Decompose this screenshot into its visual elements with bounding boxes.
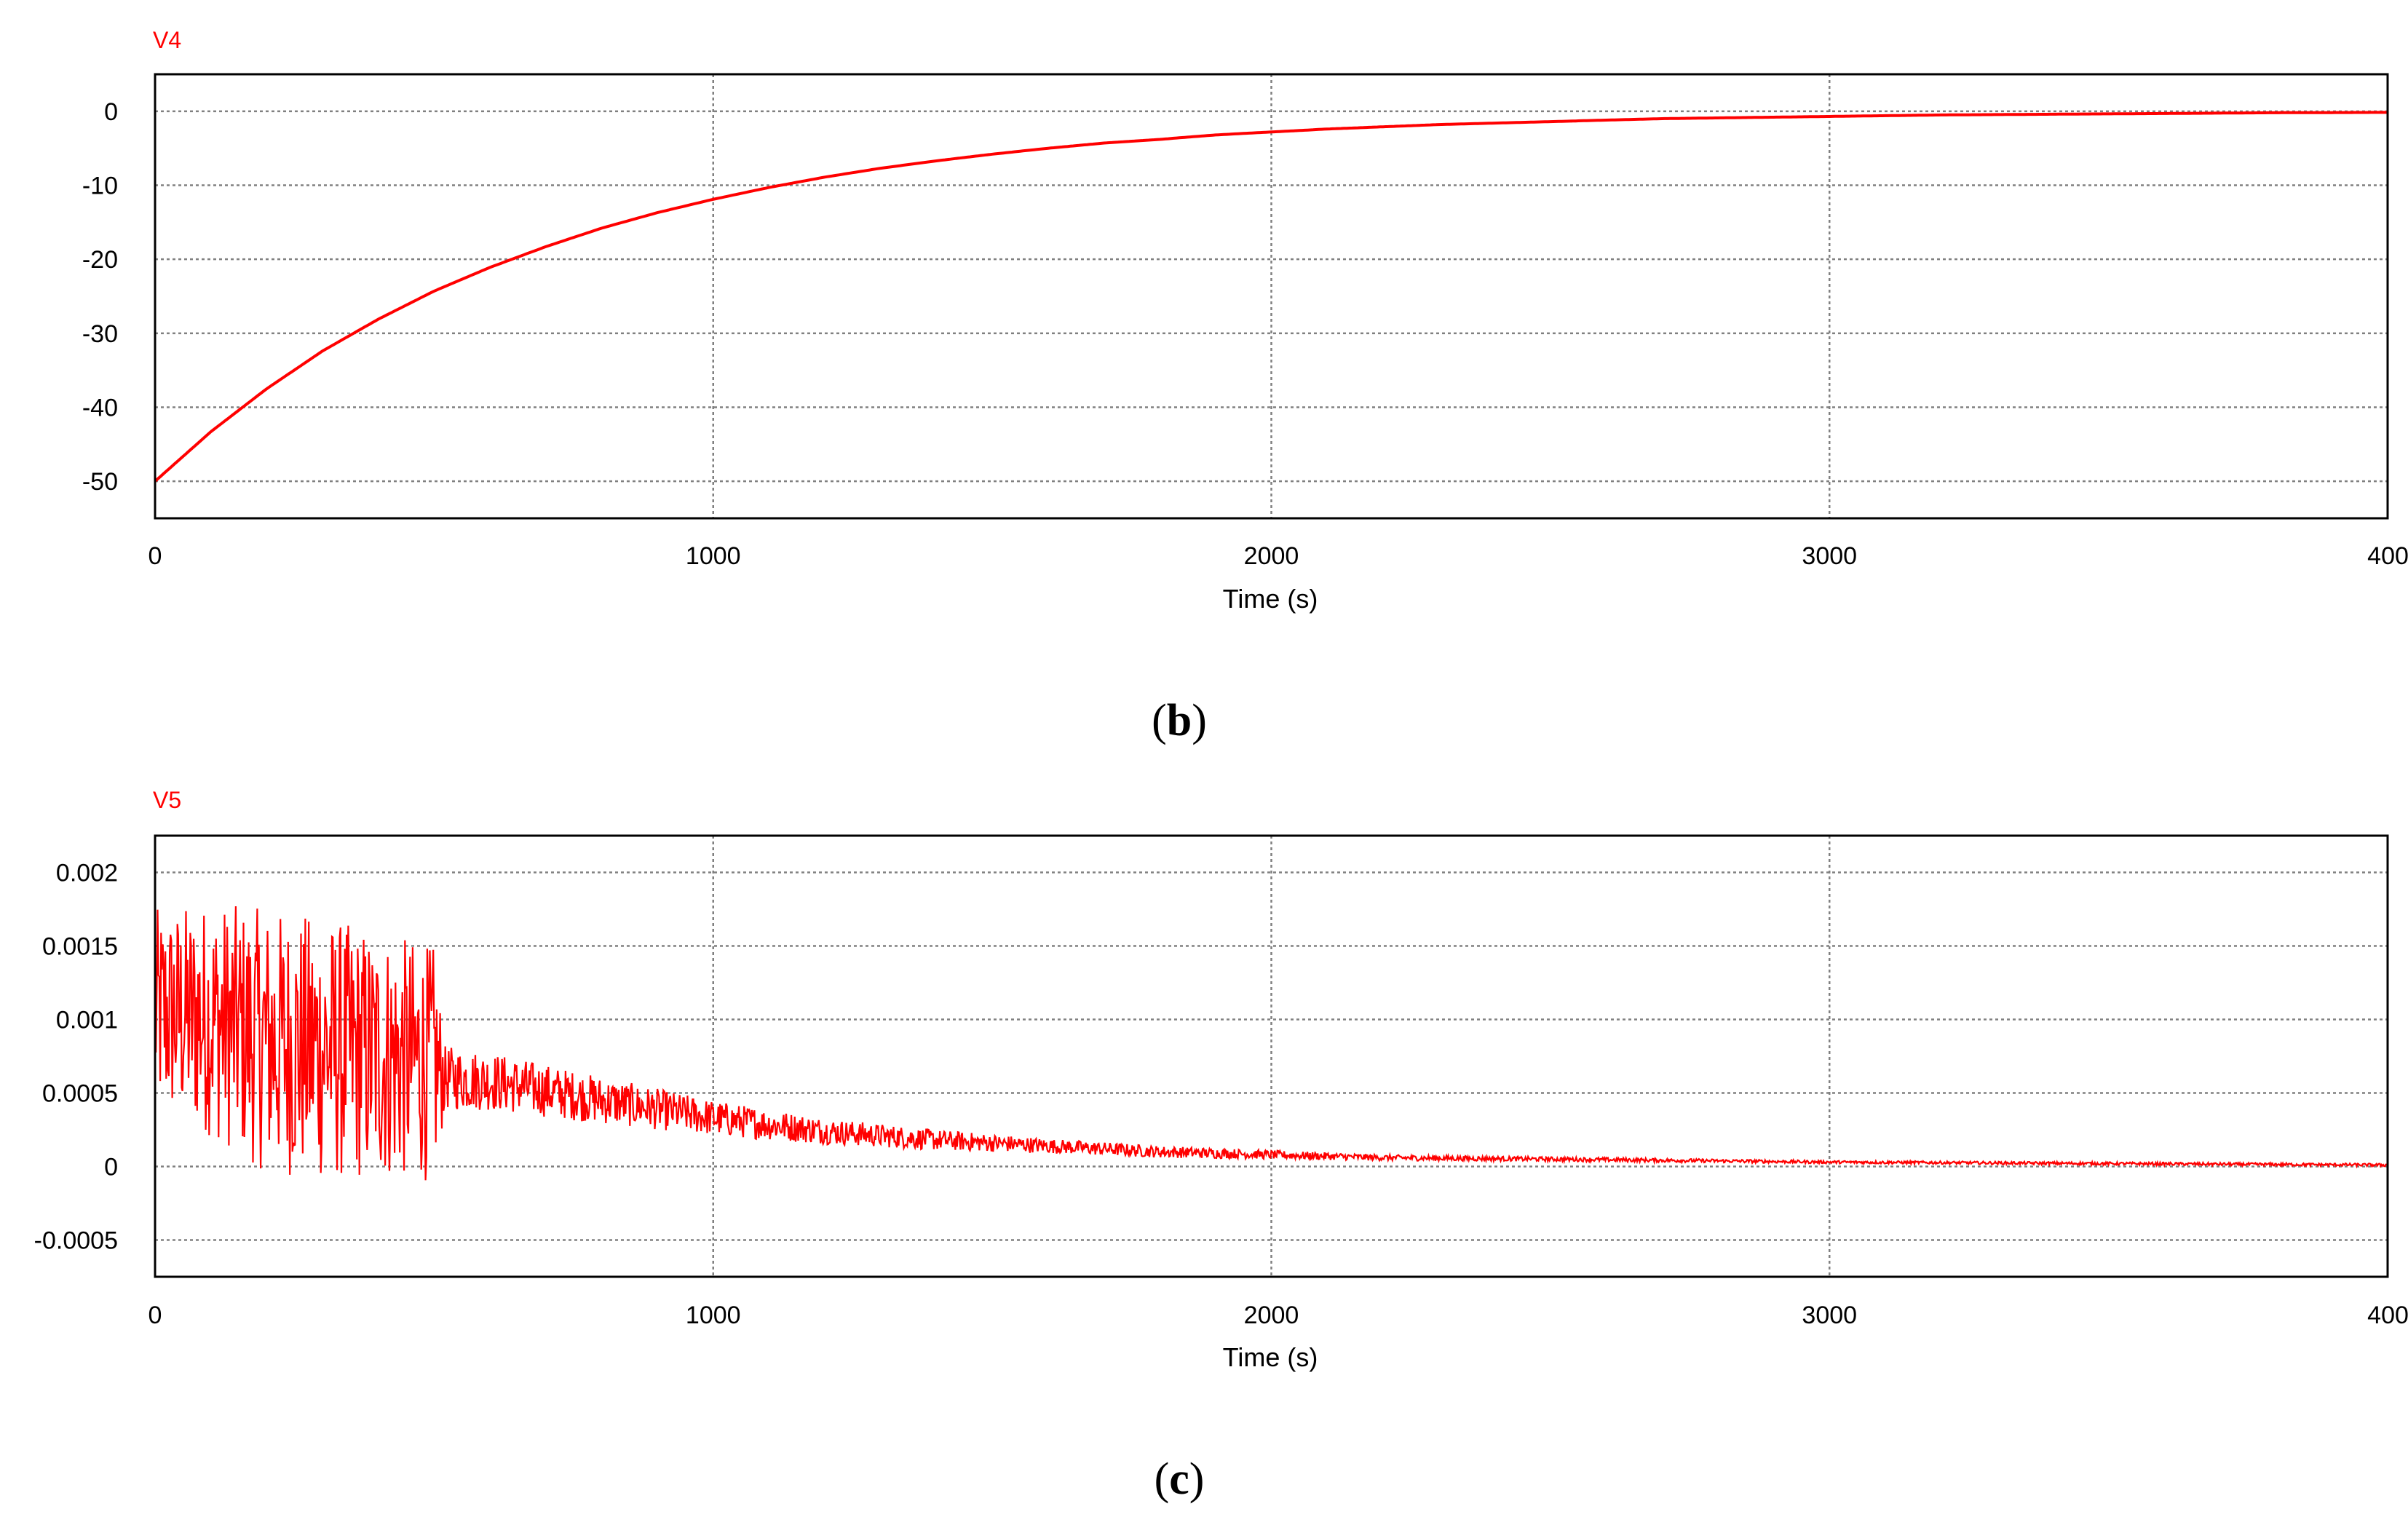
y-tick-label: 0 <box>104 98 118 126</box>
series-label-v4: V4 <box>153 27 181 53</box>
plot-frame <box>154 834 2389 1278</box>
y-tick-label: 0.002 <box>56 860 118 887</box>
series-label-v5: V5 <box>153 787 181 813</box>
chart-panel-c: V5 0.002 0.0015 0.001 0.0005 0 -0.0005 0 1000 2… <box>34 787 2408 1504</box>
y-tick-label: -40 <box>82 395 118 422</box>
x-tick-label: 3000 <box>1802 1302 1857 1329</box>
x-tick-label: 0 <box>148 542 162 570</box>
y-tick-label: 0.001 <box>56 1007 118 1034</box>
caption-letter: c <box>1169 1454 1189 1504</box>
x-tick-label: 1000 <box>686 542 741 570</box>
gridlines <box>155 74 2389 518</box>
y-tick-label: -20 <box>82 246 118 274</box>
y-tick-label: -50 <box>82 468 118 496</box>
y-tick-label: -30 <box>82 320 118 348</box>
y-tick-labels: 0.002 0.0015 0.001 0.0005 0 -0.0005 <box>34 860 118 1255</box>
y-tick-label: -0.0005 <box>34 1227 118 1255</box>
x-tick-label: 4000 <box>2367 1302 2408 1329</box>
x-tick-label: 2000 <box>1244 1302 1299 1329</box>
caption-letter: b <box>1167 696 1192 745</box>
series-line-v4 <box>154 111 2388 483</box>
x-tick-label: 2000 <box>1244 542 1299 570</box>
y-tick-label: 0 <box>104 1154 118 1181</box>
y-tick-label: -10 <box>82 173 118 200</box>
plot-frame <box>154 73 2389 520</box>
series-line-v5 <box>154 906 2388 1181</box>
panel-caption-c: (c) <box>1155 1454 1205 1504</box>
y-tick-label: 0.0015 <box>42 933 118 961</box>
y-tick-labels: 0 -10 -20 -30 -40 -50 <box>82 98 118 496</box>
x-tick-labels: 0 1000 2000 3000 4000 <box>148 542 2408 570</box>
gridlines <box>155 836 2389 1277</box>
x-tick-labels: 0 1000 2000 3000 4000 <box>148 1302 2408 1329</box>
x-tick-label: 0 <box>148 1302 162 1329</box>
x-tick-label: 1000 <box>686 1302 741 1329</box>
x-tick-label: 4000 <box>2367 542 2408 570</box>
panel-caption-b: (b) <box>1152 696 1207 745</box>
y-tick-label: 0.0005 <box>42 1080 118 1108</box>
chart-panel-b: V4 0 -10 -20 -30 -40 -50 0 1000 2000 3000 4000 Ti… <box>82 27 2408 745</box>
x-axis-title: Time (s) <box>1223 584 1318 614</box>
x-axis-title: Time (s) <box>1223 1342 1318 1372</box>
x-tick-label: 3000 <box>1802 542 1857 570</box>
